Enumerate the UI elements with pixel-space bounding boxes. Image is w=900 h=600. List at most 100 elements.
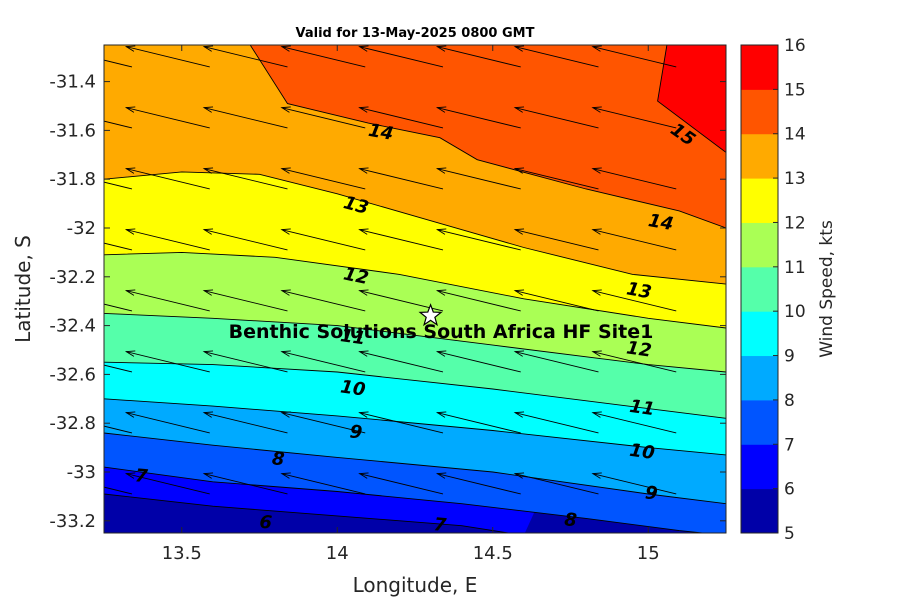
wind-arrow [591, 411, 677, 434]
wind-arrow [358, 45, 444, 68]
wind-arrow [104, 120, 133, 129]
y-tick-label: -31.4 [49, 72, 96, 93]
wind-arrow [513, 45, 599, 68]
y-tick-label: -31.6 [49, 120, 96, 141]
colorbar-segment [741, 355, 778, 401]
contour-line-12 [104, 251, 726, 329]
contour-label-14: 14 [367, 120, 395, 145]
colorbar-frame [740, 44, 779, 534]
y-tick-label: -32.2 [49, 267, 96, 288]
band-above-15 [657, 45, 726, 153]
band-above-14 [250, 45, 726, 228]
colorbar-segment [741, 266, 778, 312]
wind-arrow [280, 45, 366, 68]
colorbar-segment [741, 399, 778, 445]
x-tick-label: 14.5 [473, 543, 513, 564]
x-tick-label: 13.5 [162, 543, 202, 564]
wind-arrow [280, 106, 366, 129]
wind-arrow [280, 472, 366, 495]
wind-arrow [358, 472, 444, 495]
wind-arrow [280, 167, 366, 190]
wind-arrow [435, 45, 521, 68]
chart-title: Valid for 13-May-2025 0800 GMT [296, 26, 535, 41]
wind-arrow [280, 289, 366, 312]
wind-arrow [202, 45, 288, 68]
wind-arrow [513, 167, 599, 190]
colorbar-tick-label: 10 [784, 302, 806, 322]
wind-arrow [104, 303, 133, 312]
wind-arrow [104, 181, 133, 190]
contour-line-6 [104, 493, 512, 533]
wind-arrow [124, 45, 210, 68]
wind-arrow [591, 45, 677, 68]
colorbar-tick-label: 16 [784, 36, 806, 56]
wind-arrow [124, 106, 210, 129]
colorbar-tick-label: 11 [784, 258, 806, 278]
colorbar-segment [741, 311, 778, 357]
contour-label-9: 9 [349, 421, 363, 443]
y-axis-label: Latitude, S [11, 235, 35, 343]
wind-arrow [124, 472, 210, 495]
y-tick-label: -33.2 [49, 511, 96, 532]
colorbar-segment [741, 133, 778, 179]
wind-arrow [591, 167, 677, 190]
colorbar-tick-label: 8 [784, 391, 795, 411]
wind-arrow [202, 289, 288, 312]
wind-arrow [358, 106, 444, 129]
contour-label-7: 7 [134, 465, 149, 487]
contour-label-6: 6 [259, 512, 273, 534]
wind-arrow [435, 411, 521, 434]
colorbar-segment [741, 222, 778, 268]
x-axis-label: Longitude, E [353, 573, 478, 597]
contour-label-11: 11 [628, 396, 656, 420]
wind-arrow [591, 350, 677, 373]
y-tick-label: -32.4 [49, 316, 96, 337]
wind-arrow [435, 106, 521, 129]
colorbar-tick-label: 15 [784, 80, 806, 100]
colorbar-tick-label: 14 [784, 125, 806, 145]
wind-arrow [124, 228, 210, 251]
colorbar-tick-label: 12 [784, 213, 806, 233]
contour-line-13 [104, 171, 726, 285]
wind-arrow [280, 411, 366, 434]
wind-arrow [513, 350, 599, 373]
wind-arrow [202, 167, 288, 190]
contour-line-7 [104, 466, 708, 533]
contour-label-7: 7 [433, 514, 448, 536]
wind-arrow [280, 350, 366, 373]
wind-arrow [591, 106, 677, 129]
colorbar-tick-label: 6 [784, 480, 795, 500]
wind-arrow [591, 289, 677, 312]
wind-arrow [358, 350, 444, 373]
colorbar-segment [741, 444, 778, 490]
site-label: Benthic Solutions South Africa HF Site1 [229, 321, 654, 343]
contour-label-12: 12 [342, 263, 371, 289]
wind-arrow [104, 59, 133, 68]
contour-label-10: 10 [339, 376, 367, 400]
contour-line-9 [104, 398, 726, 456]
wind-arrow [104, 486, 133, 495]
contour-label-8: 8 [563, 509, 577, 531]
wind-arrow [202, 228, 288, 251]
colorbar-tick-label: 9 [784, 347, 795, 367]
y-tick-label: -32.6 [49, 364, 96, 385]
y-tick-label: -33 [67, 462, 96, 483]
colorbar-segment [741, 488, 778, 534]
y-tick-label: -32 [67, 218, 96, 239]
wind-arrow [513, 472, 599, 495]
wind-arrow [104, 242, 133, 251]
wind-arrow [435, 228, 521, 251]
colorbar-segment [741, 45, 778, 90]
contour-line-11 [104, 312, 726, 373]
colorbar-tick-label: 5 [784, 524, 795, 544]
wind-arrow [358, 228, 444, 251]
contour-label-14: 14 [647, 210, 675, 235]
contour-label-11: 11 [339, 325, 367, 349]
contour-lines [104, 45, 726, 533]
wind-arrow [124, 167, 210, 190]
wind-arrow [513, 411, 599, 434]
contour-line-8 [104, 432, 726, 505]
site-star-icon [418, 303, 443, 327]
